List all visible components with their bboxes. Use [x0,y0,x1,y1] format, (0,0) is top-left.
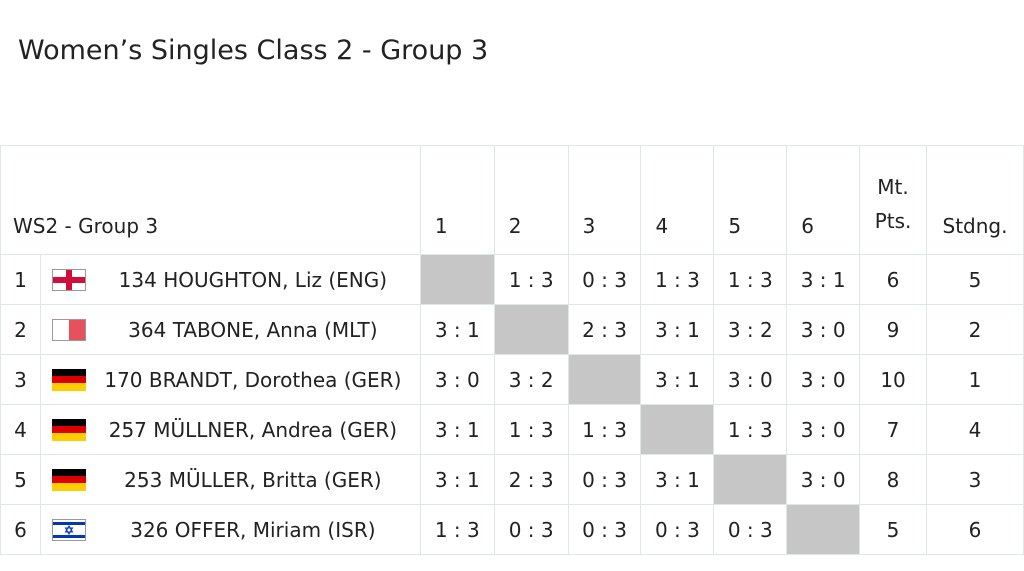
rank: 6 [0,504,41,555]
match-result: 3 : 1 [640,354,715,405]
match-result: 3 : 1 [786,254,861,305]
self-match-cell [567,354,642,405]
match-points: 9 [859,304,927,355]
column-header: 5 [713,145,788,255]
standing: 5 [926,254,1024,305]
flag [51,418,86,441]
self-match-cell [419,254,495,305]
match-result: 2 : 3 [567,304,642,355]
match-result: 1 : 3 [567,404,642,455]
rank: 4 [0,404,41,455]
self-match-cell [786,504,861,555]
match-result: 0 : 3 [493,504,569,555]
match-result: 1 : 3 [640,254,715,305]
column-header: 2 [493,145,569,255]
self-match-cell [713,454,788,505]
column-header: 1 [419,145,495,255]
flag [51,468,86,491]
player: 253 MÜLLER, Britta (GER) [41,468,420,492]
rank: 5 [0,454,41,505]
match-result: 3 : 0 [786,404,861,455]
standing: 6 [926,504,1024,555]
match-points: 6 [859,254,927,305]
player: 326 OFFER, Miriam (ISR) [41,518,420,542]
match-result: 3 : 1 [419,404,495,455]
player-name: 170 BRANDT, Dorothea (GER) [104,367,402,392]
match-result: 1 : 3 [493,404,569,455]
player-name: 257 MÜLLNER, Andrea (GER) [108,417,398,442]
points-header: Mt. Pts. [859,145,927,255]
self-match-cell [493,304,569,355]
page-title: Women’s Singles Class 2 - Group 3 [18,35,489,66]
column-header: 3 [567,145,642,255]
standing-header: Stdng. [926,145,1024,255]
match-result: 0 : 3 [640,504,715,555]
rank: 1 [0,254,41,305]
match-points: 10 [859,354,927,405]
match-result: 3 : 1 [419,454,495,505]
flag [51,268,86,291]
rank: 3 [0,354,41,405]
match-result: 1 : 3 [493,254,569,305]
group-table: WS2 - Group 3 1 2 3 4 5 6 Mt. Pts. Stdng. 1 134 … [0,145,1024,555]
match-result: 1 : 3 [419,504,495,555]
standing: 2 [926,304,1024,355]
player-name: 134 HOUGHTON, Liz (ENG) [118,267,388,292]
group-header: WS2 - Group 3 [0,145,421,255]
standing: 3 [926,454,1024,505]
match-result: 2 : 3 [493,454,569,505]
column-header: 4 [640,145,715,255]
match-result: 3 : 2 [493,354,569,405]
match-result: 3 : 0 [786,454,861,505]
standing: 4 [926,404,1024,455]
standing: 1 [926,354,1024,405]
player-cell: 134 HOUGHTON, Liz (ENG) [39,254,421,305]
match-result: 1 : 3 [713,254,788,305]
match-result: 1 : 3 [713,404,788,455]
match-result: 3 : 1 [640,454,715,505]
flag [51,368,86,391]
match-result: 3 : 1 [419,304,495,355]
flag [51,318,86,341]
match-result: 3 : 1 [640,304,715,355]
player: 170 BRANDT, Dorothea (GER) [41,368,420,392]
self-match-cell [640,404,715,455]
match-points: 8 [859,454,927,505]
player-cell: 364 TABONE, Anna (MLT) [39,304,421,355]
match-result: 0 : 3 [567,504,642,555]
player: 257 MÜLLNER, Andrea (GER) [41,418,420,442]
match-result: 0 : 3 [713,504,788,555]
player-cell: 326 OFFER, Miriam (ISR) [39,504,421,555]
player-cell: 253 MÜLLER, Britta (GER) [39,454,421,505]
player: 134 HOUGHTON, Liz (ENG) [41,268,420,292]
match-points: 7 [859,404,927,455]
player-cell: 170 BRANDT, Dorothea (GER) [39,354,421,405]
match-result: 3 : 0 [786,354,861,405]
header-row: WS2 - Group 3 1 2 3 4 5 6 Mt. Pts. Stdng. [0,145,1024,255]
player: 364 TABONE, Anna (MLT) [41,318,420,342]
match-result: 3 : 0 [786,304,861,355]
player-name: 326 OFFER, Miriam (ISR) [130,517,376,542]
match-result: 3 : 2 [713,304,788,355]
match-result: 0 : 3 [567,254,642,305]
player-name: 253 MÜLLER, Britta (GER) [124,467,382,492]
match-result: 3 : 0 [419,354,495,405]
match-points: 5 [859,504,927,555]
column-header: 6 [786,145,861,255]
rank: 2 [0,304,41,355]
match-result: 0 : 3 [567,454,642,505]
match-result: 3 : 0 [713,354,788,405]
player-cell: 257 MÜLLNER, Andrea (GER) [39,404,421,455]
flag [51,518,86,541]
player-name: 364 TABONE, Anna (MLT) [128,317,378,342]
